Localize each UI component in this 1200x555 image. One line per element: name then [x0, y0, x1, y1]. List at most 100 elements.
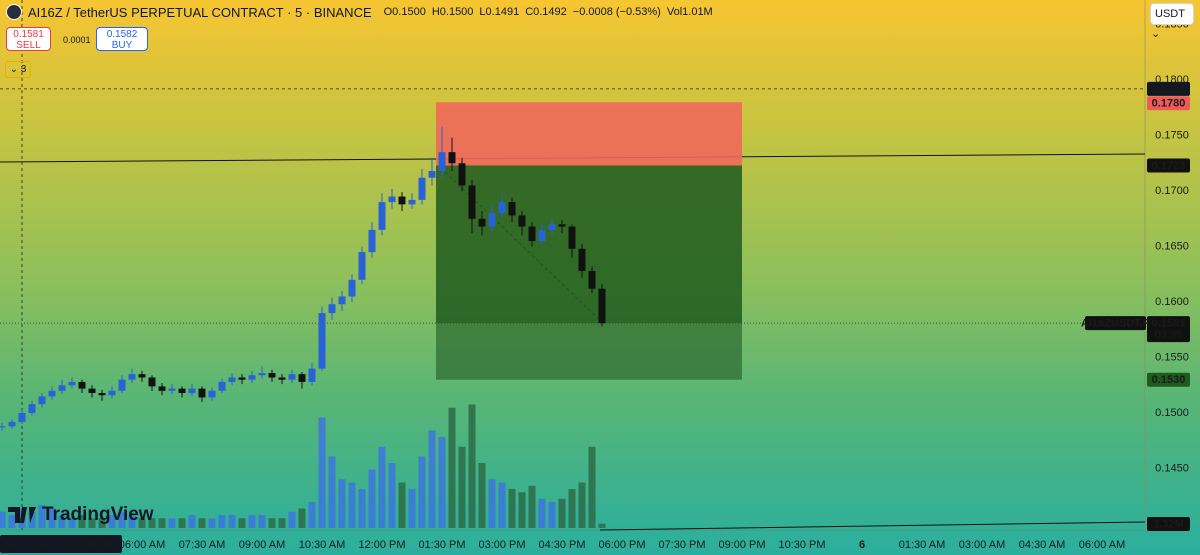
- candle-body: [148, 377, 156, 387]
- indicators-toggle[interactable]: ⌄ 3: [5, 61, 31, 78]
- profit-zone-reached: [436, 165, 742, 324]
- volume-bar: [518, 492, 526, 528]
- candle-body: [478, 218, 486, 227]
- candle-body: [398, 196, 406, 205]
- target-tag-bg: [1147, 372, 1190, 387]
- indicator-count: 3: [20, 64, 27, 75]
- candle-body: [528, 226, 536, 241]
- crosshair-time-bg: [0, 535, 122, 553]
- x-tick-label: 06:00 AM: [1079, 539, 1125, 551]
- candle-body: [588, 270, 596, 289]
- candle-body: [578, 248, 586, 271]
- candle-body: [128, 374, 136, 380]
- volume-bar: [288, 511, 296, 528]
- last-price-tag-bg: [1147, 316, 1190, 343]
- buy-label: BUY: [111, 40, 133, 51]
- volume-bar: [588, 446, 596, 528]
- symbol-icon: [6, 4, 22, 20]
- candle-body: [448, 152, 456, 164]
- y-tick-label: 0.1750: [1155, 129, 1189, 141]
- candle-body: [468, 185, 476, 219]
- x-tick-label: 01:30 AM: [899, 539, 945, 551]
- candle-body: [548, 224, 556, 230]
- volume-bar: [508, 489, 516, 528]
- volume-bar: [468, 404, 476, 528]
- volume-bar: [228, 515, 236, 528]
- candle-body: [428, 171, 436, 178]
- volume-bar: [428, 430, 436, 528]
- x-tick-label: 10:30 PM: [778, 539, 825, 551]
- candle-body: [98, 393, 106, 396]
- volume-bar: [178, 518, 186, 528]
- last-price-label: 0.1581: [1152, 318, 1186, 330]
- volume-bar: [418, 456, 426, 528]
- profit-zone: [436, 323, 742, 380]
- branding: TradingView: [8, 504, 154, 526]
- currency-select[interactable]: USDT ⌄: [1150, 3, 1194, 40]
- volume-bar: [218, 515, 226, 528]
- volume-bar: [148, 518, 156, 528]
- y-tick-label: 0.1600: [1155, 296, 1189, 308]
- symbol-title[interactable]: AI16Z / TetherUS PERPETUAL CONTRACT · 5 …: [28, 4, 372, 20]
- candle-body: [318, 313, 326, 369]
- y-tick-label: 0.1700: [1155, 185, 1189, 197]
- spread: 0.0001: [63, 35, 91, 45]
- candle-body: [178, 388, 186, 394]
- candle-body: [598, 288, 606, 324]
- x-tick-label: 12:00 PM: [358, 539, 405, 551]
- volume-bar: [308, 502, 316, 528]
- candle-body: [268, 373, 276, 378]
- volume-bar: [138, 518, 146, 528]
- volume-bar: [208, 518, 216, 528]
- volume-bar: [168, 518, 176, 528]
- crosshair-tag-bg: [1147, 81, 1190, 96]
- volume-bar: [38, 505, 46, 528]
- volume-bar: [598, 523, 606, 528]
- y-tick-label: 0.1650: [1155, 240, 1189, 252]
- crosshair-time: Sat 05 Jul '25 03:00 AM: [3, 538, 119, 550]
- volume-trend-line: [599, 521, 1146, 531]
- candle-body: [388, 196, 396, 203]
- candle-body: [238, 377, 246, 380]
- candle-body: [168, 388, 176, 391]
- candle-body: [308, 368, 316, 382]
- brand-logo: [8, 507, 36, 523]
- candle-body: [138, 374, 146, 378]
- candle-body: [198, 388, 206, 398]
- volume-bar: [238, 518, 246, 528]
- candle-body: [498, 202, 506, 214]
- buy-button[interactable]: 0.1582 BUY: [96, 27, 148, 51]
- volume-bar: [578, 482, 586, 528]
- candle-body: [258, 373, 266, 376]
- volume-bar: [278, 518, 286, 528]
- volume-bar: [498, 482, 506, 528]
- legend-item: Vol1.01M: [666, 6, 713, 18]
- x-tick-label: 04:30 AM: [1019, 539, 1065, 551]
- volume-bar: [98, 518, 106, 528]
- buy-price: 0.1582: [106, 29, 138, 40]
- volume-bar: [268, 518, 276, 528]
- legend-item: C0.1492: [525, 6, 567, 18]
- volume-bar: [298, 508, 306, 528]
- sell-label: SELL: [16, 40, 41, 51]
- candle-body: [358, 252, 366, 280]
- volume-bar: [0, 511, 6, 528]
- x-tick-label: 06:00 PM: [598, 539, 645, 551]
- volume-bar: [408, 489, 416, 528]
- candle-body: [568, 226, 576, 249]
- volume-tag-bg: [1147, 517, 1190, 531]
- volume-bar: [88, 518, 96, 528]
- volume-bar: [358, 489, 366, 528]
- volume-bar: [328, 456, 336, 528]
- stop-tag-bg: [1147, 96, 1190, 111]
- candle-body: [518, 215, 526, 227]
- candle-body: [38, 396, 46, 405]
- candle-body: [348, 279, 356, 297]
- candle-body: [48, 390, 56, 397]
- candle-body: [438, 152, 446, 172]
- volume-bar: [488, 479, 496, 528]
- sell-button[interactable]: 0.1581 SELL: [6, 27, 51, 51]
- candle-body: [278, 377, 286, 380]
